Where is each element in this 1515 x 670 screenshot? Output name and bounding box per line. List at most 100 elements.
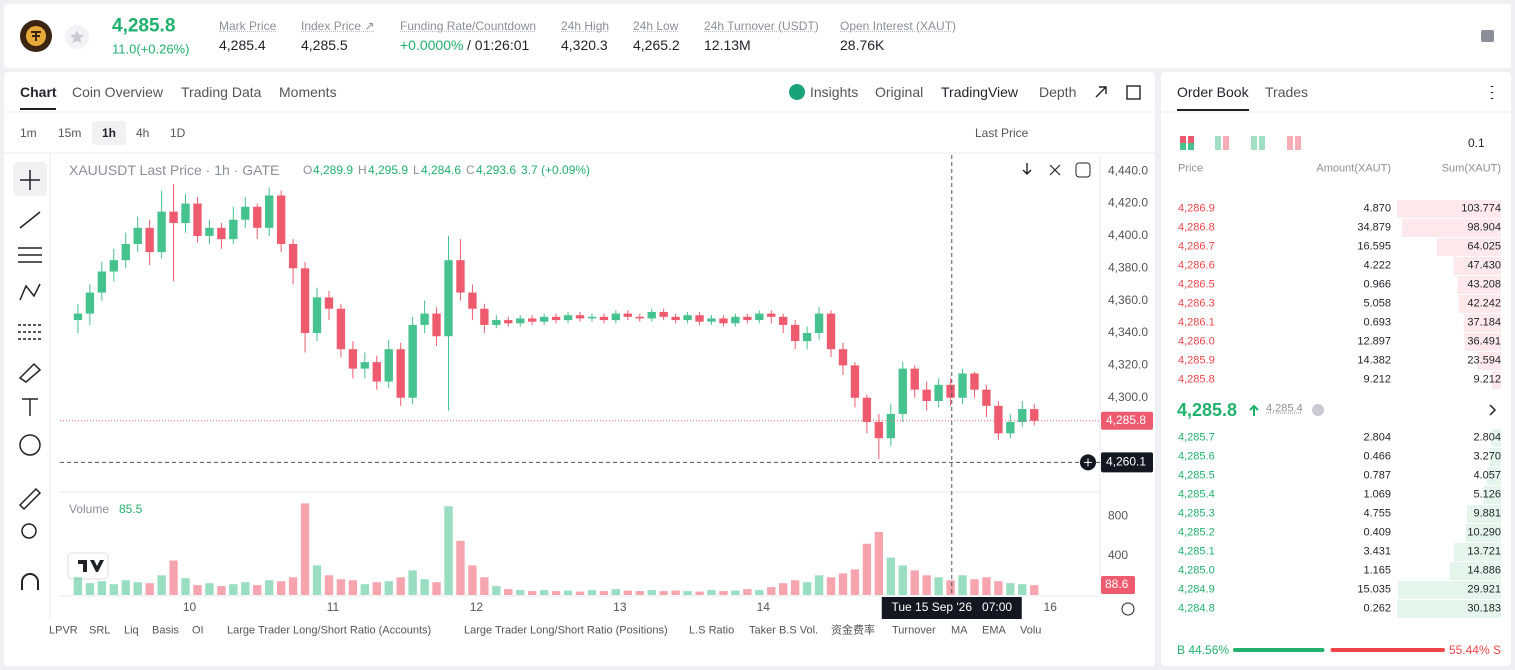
book-mode-bids[interactable] xyxy=(1215,136,1221,150)
emoji-tool[interactable] xyxy=(19,434,41,456)
indicator-button[interactable]: Large Trader Long/Short Ratio (Positions… xyxy=(464,624,668,637)
x-tick-label: 14 xyxy=(757,600,771,614)
candle-body xyxy=(1030,409,1039,421)
indicator-button[interactable]: Liq xyxy=(124,624,139,637)
indicator-button[interactable]: Turnover xyxy=(892,624,936,637)
candle-body xyxy=(312,297,322,334)
crosshair-price-box xyxy=(1101,452,1153,473)
indicator-button[interactable]: Basis xyxy=(152,624,179,637)
candle-body xyxy=(241,206,250,220)
indicator-button[interactable]: Taker B.S Vol. xyxy=(749,624,819,637)
window-button[interactable] xyxy=(1126,85,1141,100)
interval-button[interactable]: 4h xyxy=(136,126,150,140)
volume-last-label: 88.6 xyxy=(1105,577,1129,591)
volume-bar xyxy=(886,557,895,595)
interval-button[interactable]: 1m xyxy=(20,126,37,140)
book-amount: 34.879 xyxy=(1357,221,1391,234)
indicator-button[interactable]: L.S Ratio xyxy=(689,624,735,637)
candle-body xyxy=(384,349,393,382)
indicator-button[interactable]: MA xyxy=(951,624,968,637)
brush-tool[interactable] xyxy=(18,362,42,383)
order-book-tab[interactable]: Order Book xyxy=(1177,84,1249,100)
layout-icon[interactable] xyxy=(1481,30,1494,42)
mid-chevron[interactable] xyxy=(1489,404,1497,416)
precision[interactable]: 0.1 xyxy=(1468,136,1485,150)
zoom-tool[interactable] xyxy=(21,523,37,539)
interval-button[interactable]: 1D xyxy=(170,126,186,140)
volume-bar xyxy=(982,577,991,595)
candle-body xyxy=(970,373,979,390)
price-source[interactable]: Last Price xyxy=(975,126,1029,140)
book-mode-red[interactable] xyxy=(1287,136,1301,150)
candle-body xyxy=(492,320,501,325)
line-tool[interactable] xyxy=(19,211,41,229)
stat-value-2: / 01:26:01 xyxy=(467,37,530,53)
top-bar xyxy=(4,4,1511,68)
book-mode-green[interactable] xyxy=(1251,136,1265,150)
book-amount: 0.693 xyxy=(1363,316,1391,329)
x-tick-label: 12 xyxy=(470,600,484,614)
candle-body xyxy=(838,349,848,366)
depth-bar xyxy=(1464,333,1501,351)
book-amount: 2.804 xyxy=(1363,431,1391,444)
scroll-button[interactable] xyxy=(1022,163,1032,175)
chart-tab[interactable]: Chart xyxy=(20,84,57,100)
candle-body xyxy=(193,203,202,236)
candle-body xyxy=(253,206,262,228)
candle-body xyxy=(826,313,836,350)
candle-body xyxy=(683,315,692,321)
candle-body xyxy=(563,315,573,321)
magnet-tool[interactable] xyxy=(21,573,39,590)
depth-bar xyxy=(1397,581,1501,599)
interval-button[interactable]: 1h xyxy=(102,126,117,140)
ruler-tool[interactable] xyxy=(18,487,42,511)
indicator-button[interactable]: SRL xyxy=(89,624,111,637)
chart-tab[interactable]: Moments xyxy=(279,84,337,100)
text-tool[interactable] xyxy=(22,398,38,416)
chart-tab[interactable]: Trading Data xyxy=(181,84,262,100)
indicator-button[interactable]: EMA xyxy=(982,624,1006,637)
crosshair-add-plus xyxy=(1084,458,1092,467)
view-tab[interactable]: Insights xyxy=(810,84,859,100)
expand-button[interactable] xyxy=(1095,86,1107,98)
y-tick-label: 4,380.0 xyxy=(1108,260,1148,274)
stat-label: 24h Low xyxy=(633,19,679,33)
volume-bar xyxy=(719,591,728,595)
indicator-button[interactable]: Volu xyxy=(1020,624,1042,637)
view-tab[interactable]: TradingView xyxy=(941,84,1019,100)
pattern-tool[interactable] xyxy=(19,283,41,301)
ohlc-key: O xyxy=(303,163,313,177)
candle-body xyxy=(480,308,489,325)
indicator-button[interactable]: LPVR xyxy=(49,624,78,637)
indicator-button[interactable]: 资金费率 xyxy=(831,624,875,637)
book-mode-both-bids xyxy=(1180,143,1194,150)
volume-bar xyxy=(671,590,680,595)
ohlc-key: C xyxy=(466,163,475,177)
chart-tab[interactable]: Coin Overview xyxy=(72,84,164,100)
crosshair-tool[interactable] xyxy=(20,170,40,190)
fib-tool[interactable] xyxy=(18,324,42,340)
volume-bar xyxy=(802,582,812,595)
volume-bar xyxy=(169,560,178,595)
price-change: 11.0(+0.26%) xyxy=(112,41,190,57)
volume-bar xyxy=(504,589,513,595)
volume-title: Volume xyxy=(69,502,110,516)
book-sum: 10.290 xyxy=(1467,526,1501,539)
view-tab[interactable]: Depth xyxy=(1039,84,1077,100)
fullscreen-button[interactable] xyxy=(1075,162,1091,178)
settings-icon[interactable] xyxy=(1121,602,1135,616)
volume-bar xyxy=(599,591,609,595)
book-price: 4,286.9 xyxy=(1178,202,1215,215)
candle-body xyxy=(862,397,872,423)
book-sum: 29.921 xyxy=(1467,583,1501,596)
indicator-button[interactable]: OI xyxy=(192,624,204,637)
channel-tool[interactable] xyxy=(18,247,42,263)
collapse-button[interactable] xyxy=(1049,164,1061,176)
indicator-button[interactable]: Large Trader Long/Short Ratio (Accounts) xyxy=(227,624,432,637)
view-tab[interactable]: Original xyxy=(875,84,924,100)
interval-button[interactable]: 15m xyxy=(58,126,82,140)
trades-tab[interactable]: Trades xyxy=(1265,84,1309,100)
volume-bar xyxy=(85,583,95,595)
ohlc-change: 3.7 (+0.09%) xyxy=(521,163,591,177)
y-tick-label: 4,420.0 xyxy=(1108,196,1148,210)
